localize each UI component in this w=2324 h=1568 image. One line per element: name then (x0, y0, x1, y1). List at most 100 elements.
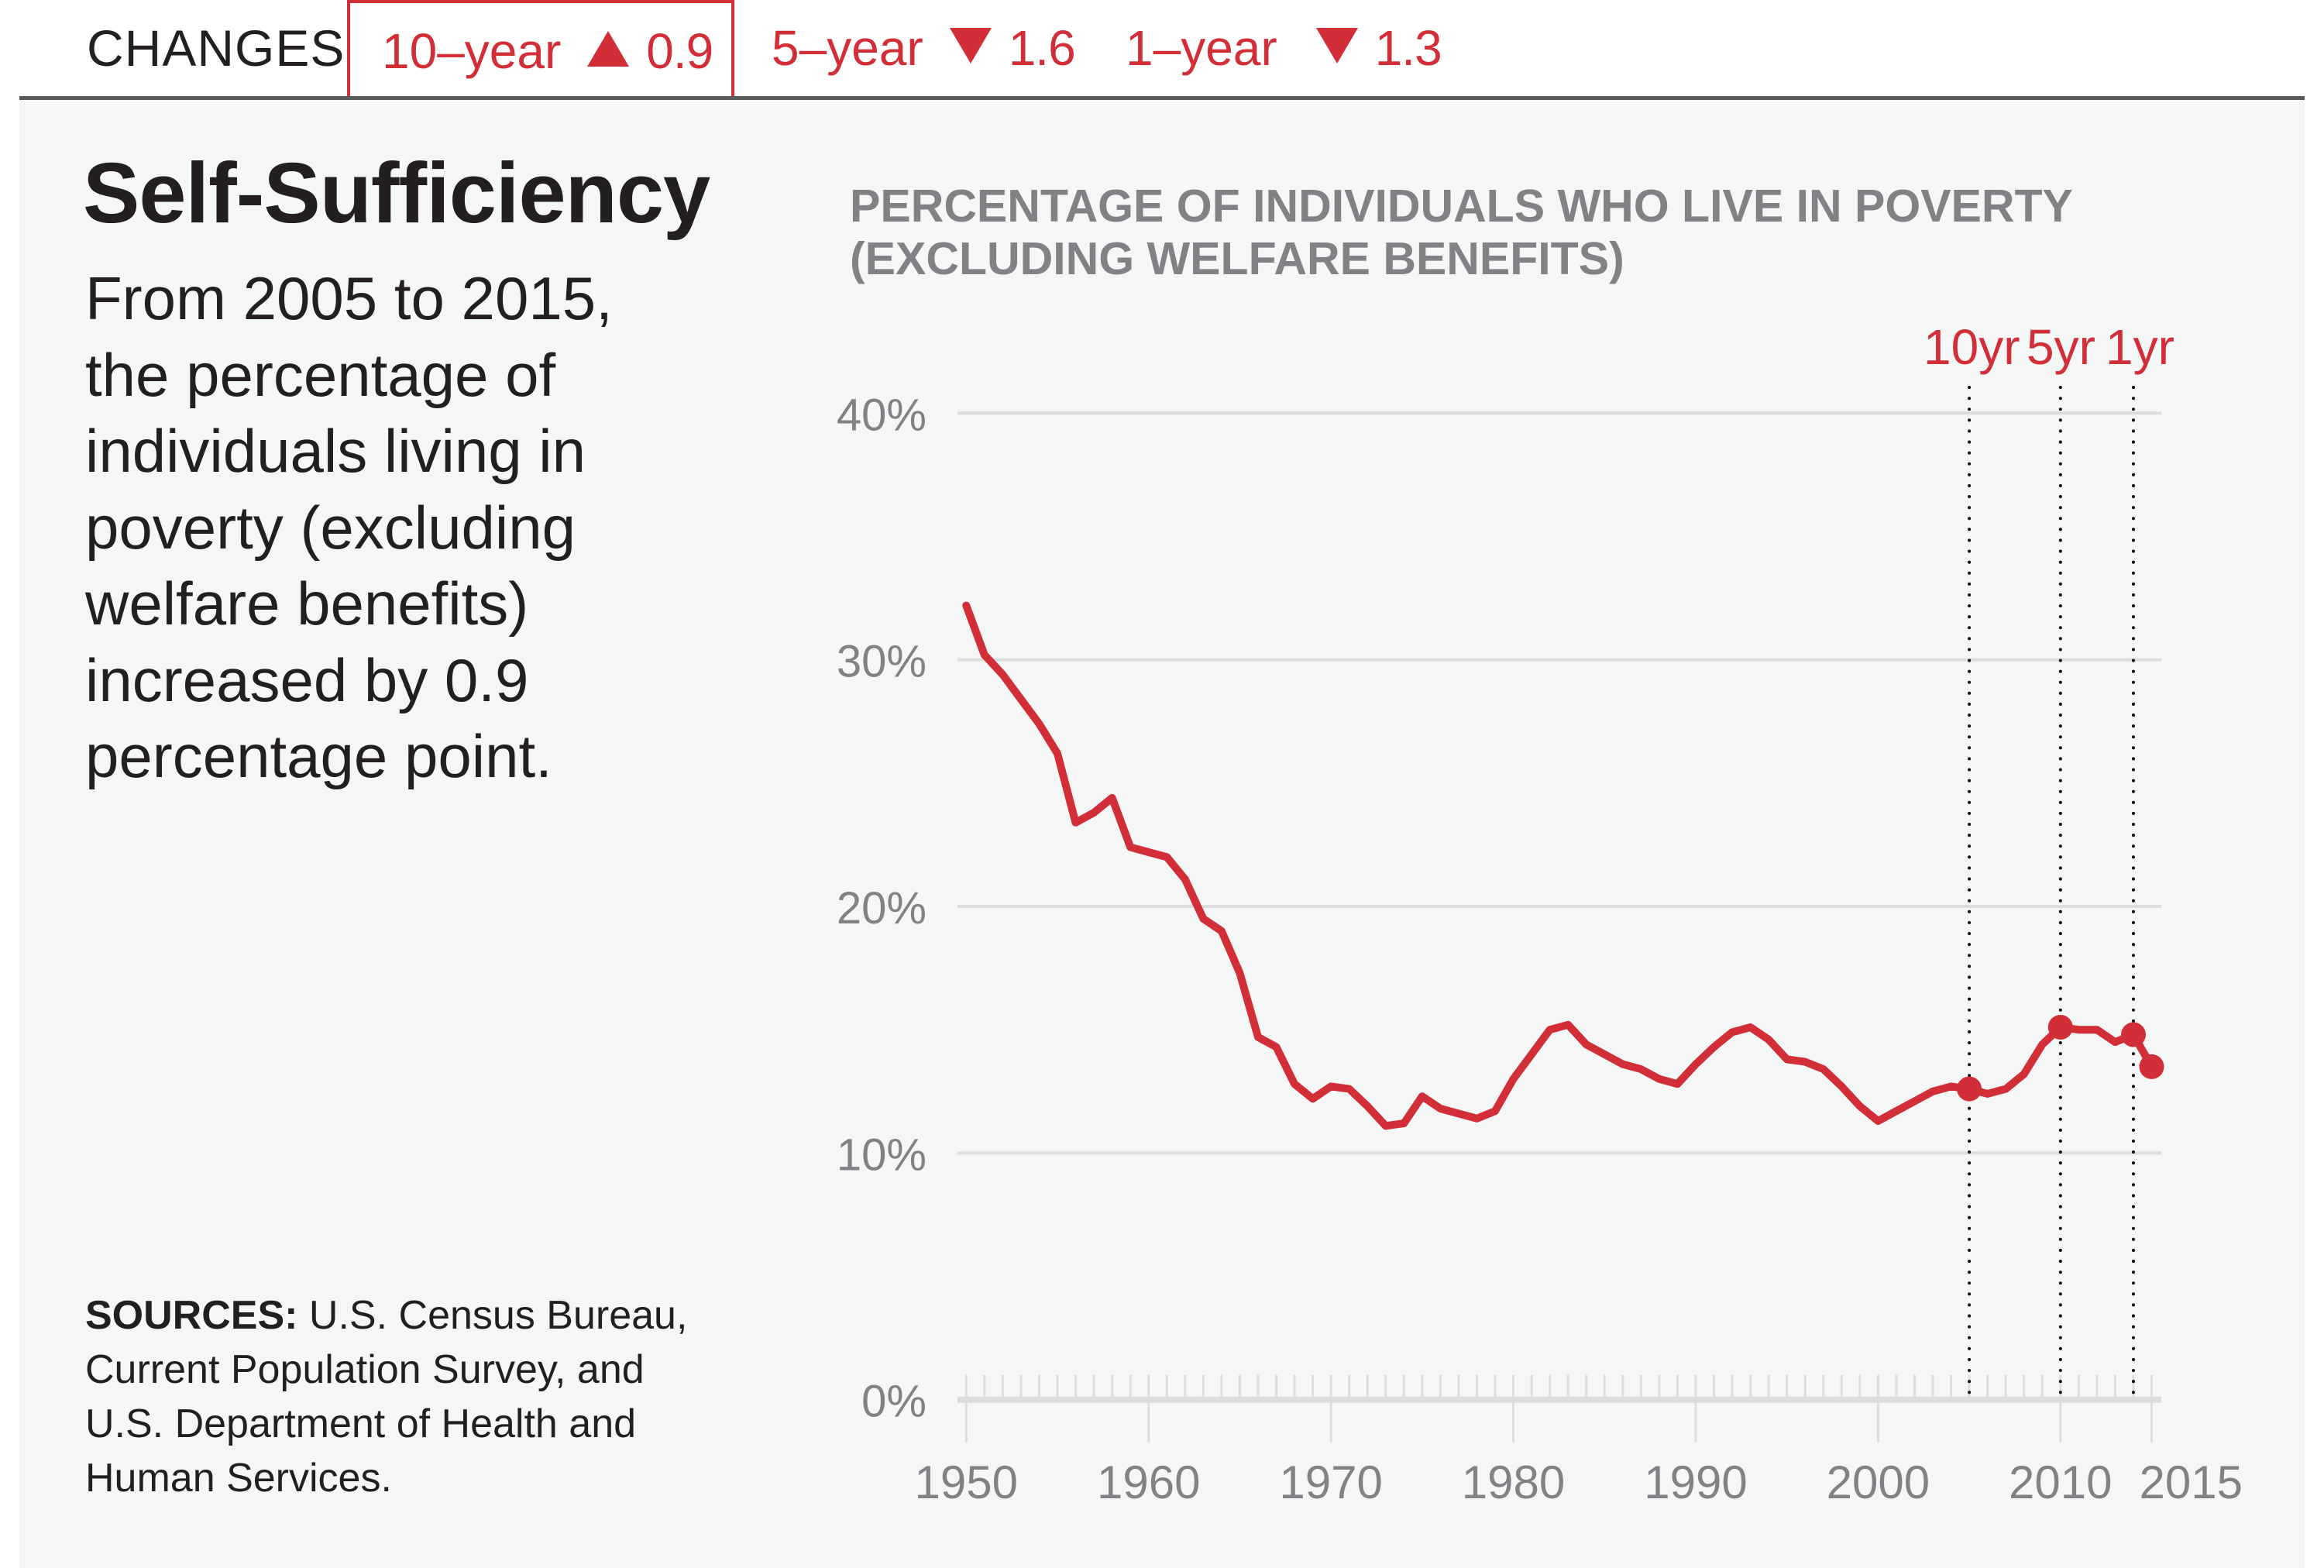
data-point (1055, 751, 1060, 756)
data-point (1693, 1062, 1698, 1067)
data-point (1347, 1087, 1352, 1092)
data-point (2076, 1027, 2081, 1032)
data-point (1912, 1099, 1917, 1103)
content-panel (19, 100, 2305, 1568)
marker-label-5yr: 5yr (2027, 319, 2095, 375)
data-point (1128, 845, 1133, 850)
x-tick-label: 1960 (1097, 1456, 1200, 1508)
data-point (1292, 1081, 1297, 1086)
marker-label-10yr: 10yr (1923, 319, 2020, 375)
data-point (1803, 1060, 1807, 1064)
changes-header: CHANGES 10–year 0.9 5–year 1.6 1–year 1.3 (0, 0, 2324, 101)
highlight-dot (2139, 1054, 2164, 1079)
y-tick-label: 40% (837, 390, 927, 440)
tab-5-year[interactable]: 5–year 1.6 (772, 0, 1089, 98)
sources-note: SOURCES: U.S. Census Bureau, Current Pop… (85, 1288, 720, 1505)
y-tick-label: 30% (837, 637, 927, 687)
data-point (1839, 1084, 1844, 1088)
marker-label-1yr: 1yr (2106, 319, 2174, 375)
x-tick-label: 2000 (1827, 1456, 1930, 1508)
data-point (1219, 929, 1224, 934)
sources-text: U.S. Census Bureau, Current Population S… (85, 1293, 688, 1501)
data-point (1675, 1081, 1679, 1086)
data-point (1529, 1052, 1534, 1057)
x-tick-label: 2010 (2009, 1456, 2112, 1508)
data-point (1621, 1062, 1625, 1067)
data-point (1237, 971, 1242, 975)
data-point (1401, 1121, 1406, 1126)
data-point (1511, 1077, 1516, 1081)
data-point (1766, 1037, 1771, 1042)
data-point (982, 652, 987, 657)
data-point (1566, 1023, 1570, 1027)
y-tick-label: 0% (861, 1377, 927, 1427)
tab-label: 10–year (382, 23, 562, 79)
y-tick-label: 20% (837, 883, 927, 934)
x-tick-label: 1950 (915, 1456, 1018, 1508)
x-tick-label: 1970 (1279, 1456, 1382, 1508)
data-point (1274, 1044, 1279, 1049)
data-point (2003, 1087, 2008, 1092)
highlight-dot (2047, 1014, 2073, 1040)
data-point (1858, 1104, 1862, 1109)
data-point (1730, 1030, 1734, 1034)
data-point (1474, 1116, 1479, 1121)
highlight-dot (2120, 1022, 2146, 1047)
data-point (1438, 1106, 1442, 1111)
data-point (1000, 672, 1005, 677)
data-point (1019, 697, 1023, 702)
tab-value: 1.6 (1008, 20, 1076, 76)
data-point (1821, 1067, 1826, 1071)
tab-value: 1.3 (1374, 20, 1442, 76)
data-point (1712, 1044, 1717, 1049)
data-point (1548, 1027, 1552, 1032)
data-point (1256, 1035, 1260, 1040)
triangle-up-icon (587, 31, 630, 67)
poverty-rate-line (962, 601, 2156, 1130)
data-point (1365, 1104, 1370, 1109)
data-point (1092, 810, 1096, 815)
data-point (2095, 1027, 2099, 1032)
data-point (1201, 916, 1205, 921)
data-point (1657, 1077, 1662, 1081)
x-tick-label: 1980 (1462, 1456, 1565, 1508)
data-point (2113, 1040, 2117, 1044)
tab-label: 5–year (772, 20, 923, 76)
data-point (1875, 1119, 1880, 1123)
data-point (2040, 1042, 2044, 1047)
tab-1-year[interactable]: 1–year 1.3 (1126, 0, 1451, 98)
data-point (1456, 1111, 1461, 1116)
data-point (1164, 854, 1169, 859)
changes-label: CHANGES (87, 19, 346, 77)
data-point (964, 603, 968, 608)
highlight-dot (1957, 1076, 1982, 1102)
data-point (1183, 877, 1188, 882)
data-point (1384, 1123, 1388, 1128)
tab-label: 1–year (1126, 20, 1277, 76)
data-point (1037, 721, 1041, 726)
data-point (1311, 1096, 1315, 1101)
data-point (1493, 1109, 1497, 1113)
page-title: Self-Sufficiency (83, 146, 710, 241)
data-point (2022, 1071, 2027, 1076)
x-tick-label: 1990 (1644, 1456, 1747, 1508)
summary-text: From 2005 to 2015, the percentage of ind… (85, 264, 613, 790)
data-point (1110, 796, 1115, 800)
data-point (1985, 1092, 1990, 1096)
x-tick-label: 2015 (2140, 1456, 2243, 1508)
tab-value: 0.9 (646, 23, 713, 79)
tab-10-year[interactable]: 10–year 0.9 (347, 0, 734, 98)
data-point (1949, 1084, 1954, 1088)
data-point (1894, 1109, 1899, 1113)
data-point (1584, 1042, 1589, 1047)
data-point (1785, 1057, 1789, 1061)
triangle-down-icon (1315, 28, 1358, 64)
sources-label: SOURCES: (85, 1293, 298, 1338)
y-tick-label: 10% (837, 1130, 927, 1180)
data-point (1748, 1025, 1753, 1030)
data-point (1329, 1084, 1333, 1088)
data-point (1602, 1052, 1607, 1057)
header-rule (19, 96, 2305, 100)
x-axis-baseline (957, 1396, 2161, 1403)
